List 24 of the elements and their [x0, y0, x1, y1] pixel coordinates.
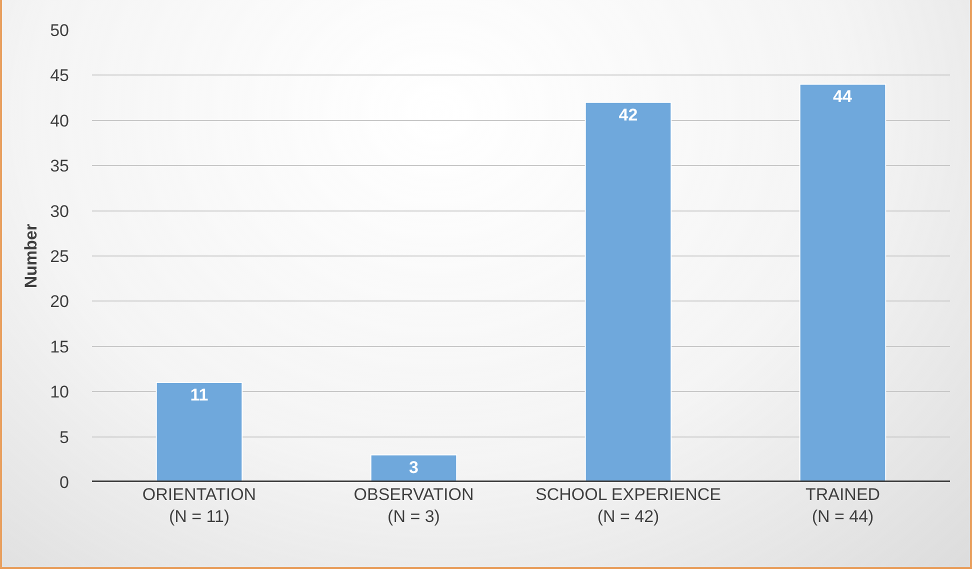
- x-tick-label: ORIENTATION (N = 11): [142, 485, 256, 526]
- bar: [584, 102, 672, 482]
- y-axis-title: Number: [22, 224, 41, 288]
- y-tick-label: 25: [50, 246, 69, 266]
- y-tick-label: 15: [50, 337, 69, 356]
- x-tick-label: SCHOOL EXPERIENCE (N = 42): [536, 485, 721, 526]
- y-tick-label: 20: [50, 292, 69, 312]
- y-tick-label: 50: [50, 20, 69, 40]
- data-label: 42: [618, 105, 638, 124]
- y-tick-label: 0: [60, 472, 69, 492]
- bar: [799, 84, 886, 482]
- bar: [156, 382, 243, 482]
- x-tick-label: TRAINED (N = 44): [805, 485, 880, 526]
- y-tick-label: 10: [50, 382, 69, 402]
- data-label: 11: [190, 386, 208, 405]
- y-tick-label: 35: [50, 156, 69, 176]
- y-tick-label: 40: [50, 111, 69, 130]
- x-tick-label: OBSERVATION (N = 3): [354, 485, 474, 526]
- bar: [370, 454, 458, 482]
- y-tick-label: 30: [50, 202, 69, 221]
- data-label: 3: [409, 458, 418, 477]
- y-tick-label: 45: [50, 66, 69, 86]
- data-label: 44: [833, 87, 852, 106]
- y-tick-label: 5: [60, 428, 69, 447]
